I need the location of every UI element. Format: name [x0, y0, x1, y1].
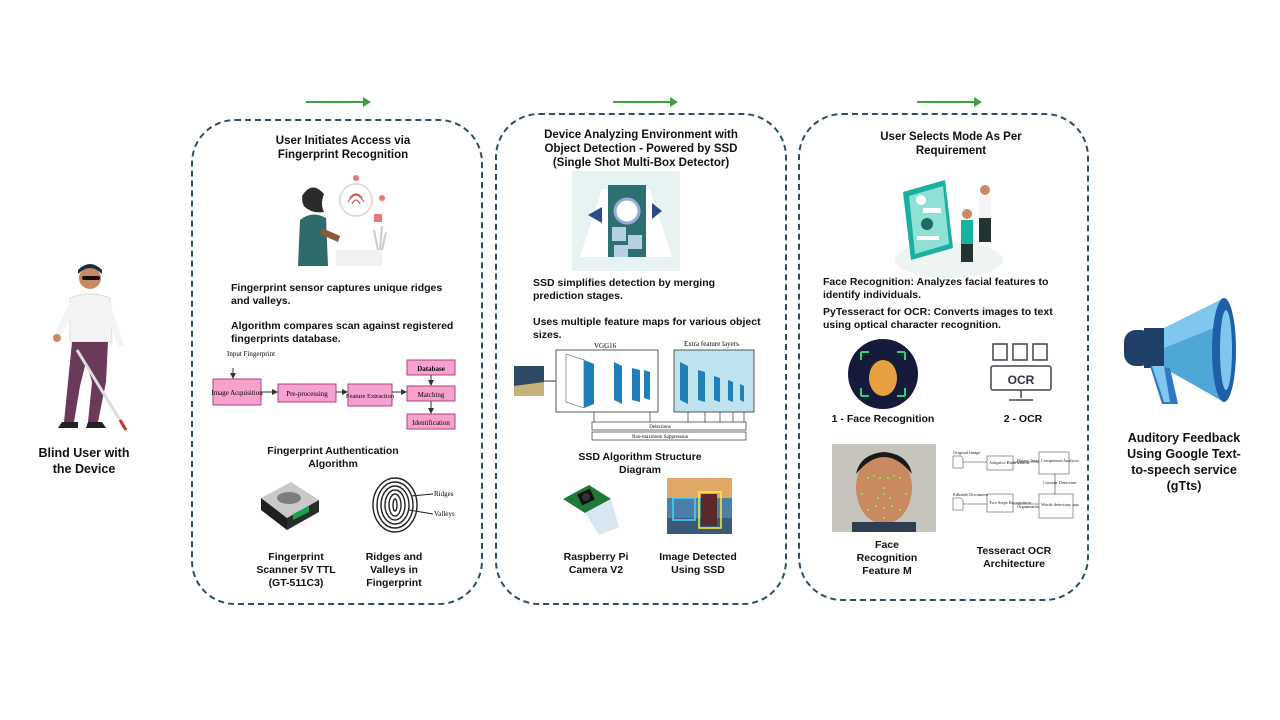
tess-organize: Organization Words: [1017, 504, 1053, 509]
ssd-detected-image: [667, 478, 732, 534]
fingerprint-scanner-image: [257, 476, 321, 536]
face-feature-caption: Face Recognition Feature M: [856, 539, 918, 577]
ridges-label: Ridges: [434, 490, 454, 498]
tess-component: Component Analysis Phase: [1041, 458, 1079, 463]
detected-caption: Image Detected Using SSD: [659, 551, 737, 576]
ssd-structure-diagram: VGG16 Extra feature layers Detections No…: [510, 338, 760, 446]
tess-contour: Contour Detection: [1043, 480, 1077, 485]
panel3-text2: PyTesseract for OCR: Converts images to …: [823, 306, 1053, 331]
panel-object-detection: [495, 113, 787, 605]
flow-arrow-1: [306, 97, 371, 107]
mode2-label: 2 - OCR: [1003, 413, 1043, 425]
flow-arrow-3: [917, 97, 982, 107]
panel1-text2: Algorithm compares scan against register…: [231, 320, 454, 345]
flow-matching: Matching: [418, 391, 445, 399]
tess-editable: Editable Document: [953, 492, 989, 497]
panel1-text1: Fingerprint sensor captures unique ridge…: [231, 282, 443, 307]
object-detection-illustration: [572, 171, 680, 271]
panel3-title: User Selects Mode As Per Requirement: [880, 131, 1022, 157]
fingerprint-user-illustration: [294, 170, 394, 270]
flow-image-acquisition: Image Acquisition: [211, 389, 263, 397]
ssd-detections-label: Detections: [649, 425, 670, 430]
ssd-nms-label: Non-maximum Suppression: [632, 435, 689, 440]
tesseract-architecture-diagram: Original Image Adaptive Binarization Bin…: [951, 450, 1102, 530]
tess-binary: Binary Image: [1017, 458, 1042, 463]
panel-fingerprint: [191, 119, 483, 605]
panel2-text1: SSD simplifies detection by merging pred…: [533, 277, 716, 302]
camera-caption: Raspberry Pi Camera V2: [563, 551, 629, 576]
fingerprint-ridges-image: Ridges Valleys: [369, 476, 457, 534]
tess-original: Original Image: [953, 450, 980, 455]
flow-input: Input Fingerprint: [227, 350, 275, 358]
flow-identification: Identification: [412, 419, 450, 427]
valleys-label: Valleys: [434, 510, 455, 518]
megaphone-icon: [1120, 294, 1242, 406]
tesseract-caption: Tesseract OCR Architecture: [976, 545, 1052, 570]
ridges-valleys-caption: Ridges and Valleys in Fingerprint: [365, 551, 423, 589]
ssd-extra-label: Extra feature layers: [684, 340, 739, 348]
ocr-icon-text: OCR: [1008, 373, 1035, 387]
auditory-feedback-label: Auditory Feedback Using Google Text-to-s…: [1127, 431, 1241, 493]
mode-select-illustration: [893, 178, 1005, 278]
flow-database: Database: [417, 365, 445, 373]
fingerprint-scanner-caption: Fingerprint Scanner 5V TTL (GT-511C3): [256, 551, 336, 589]
fingerprint-diagram-caption: Fingerprint Authentication Algorithm: [267, 445, 399, 470]
ssd-vgg-label: VGG16: [594, 342, 617, 350]
tess-adaptive: Adaptive Binarization: [989, 460, 1030, 465]
flow-arrow-2: [613, 97, 678, 107]
flow-feature-extraction: Feature Extraction: [346, 393, 395, 400]
panel-mode-select: [798, 113, 1089, 601]
ocr-icon: OCR: [985, 342, 1057, 406]
raspberry-pi-camera-image: [559, 477, 623, 537]
tess-words: Words detection, paragraphs lines: [1041, 502, 1079, 508]
panel3-text1: Face Recognition: Analyzes facial featur…: [823, 276, 1049, 301]
blind-user-illustration: [40, 262, 140, 437]
mode1-label: 1 - Face Recognition: [831, 413, 935, 425]
face-feature-image: [832, 444, 936, 532]
panel1-title: User Initiates Access via Fingerprint Re…: [275, 135, 411, 161]
fingerprint-flow-diagram: Input Fingerprint Image Acquisition Pre-…: [205, 348, 465, 433]
ssd-diagram-caption: SSD Algorithm Structure Diagram: [578, 451, 702, 476]
blind-user-label: Blind User with the Device: [38, 446, 130, 476]
flow-pre-processing: Pre-processing: [286, 390, 328, 398]
face-recognition-icon: [847, 338, 919, 410]
tess-two-steps: Two Steps Recognition: [989, 500, 1032, 505]
panel2-title: Device Analyzing Environment with Object…: [544, 129, 738, 169]
panel2-text2: Uses multiple feature maps for various o…: [533, 316, 761, 341]
